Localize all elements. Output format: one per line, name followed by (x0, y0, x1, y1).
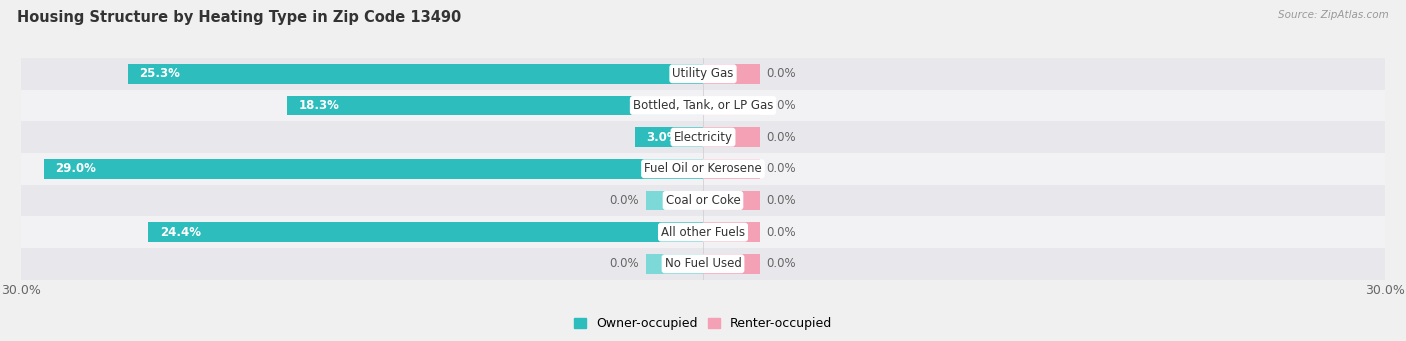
Bar (647, 191, 703, 210)
Text: 3.0%: 3.0% (647, 131, 679, 144)
Bar (636, 127, 703, 147)
Bar (149, 222, 703, 242)
Text: No Fuel Used: No Fuel Used (665, 257, 741, 270)
Text: 0.0%: 0.0% (610, 257, 640, 270)
Bar (21, 153, 1385, 184)
Bar (21, 90, 1385, 121)
Bar (44, 159, 703, 179)
Text: 0.0%: 0.0% (766, 194, 796, 207)
Bar (703, 191, 759, 210)
Text: 0.0%: 0.0% (766, 162, 796, 175)
Text: Housing Structure by Heating Type in Zip Code 13490: Housing Structure by Heating Type in Zip… (17, 10, 461, 25)
Bar (128, 64, 703, 84)
Text: 0.0%: 0.0% (766, 226, 796, 239)
Bar (703, 254, 759, 273)
Text: Source: ZipAtlas.com: Source: ZipAtlas.com (1278, 10, 1389, 20)
Bar (21, 121, 1385, 153)
Text: 0.0%: 0.0% (766, 131, 796, 144)
Bar (21, 248, 1385, 280)
Text: 29.0%: 29.0% (55, 162, 96, 175)
Bar (703, 222, 759, 242)
Text: 0.0%: 0.0% (766, 67, 796, 80)
Bar (21, 184, 1385, 216)
Text: 24.4%: 24.4% (160, 226, 201, 239)
Bar (703, 96, 759, 115)
Text: All other Fuels: All other Fuels (661, 226, 745, 239)
Bar (21, 58, 1385, 90)
Text: Utility Gas: Utility Gas (672, 67, 734, 80)
Text: Fuel Oil or Kerosene: Fuel Oil or Kerosene (644, 162, 762, 175)
Text: 0.0%: 0.0% (766, 257, 796, 270)
Text: 0.0%: 0.0% (766, 99, 796, 112)
Text: 18.3%: 18.3% (298, 99, 339, 112)
Text: Electricity: Electricity (673, 131, 733, 144)
Text: 25.3%: 25.3% (139, 67, 180, 80)
Text: Bottled, Tank, or LP Gas: Bottled, Tank, or LP Gas (633, 99, 773, 112)
Bar (703, 64, 759, 84)
Bar (703, 127, 759, 147)
Bar (287, 96, 703, 115)
Bar (21, 216, 1385, 248)
Text: 0.0%: 0.0% (610, 194, 640, 207)
Bar (647, 254, 703, 273)
Bar (703, 159, 759, 179)
Text: Coal or Coke: Coal or Coke (665, 194, 741, 207)
Legend: Owner-occupied, Renter-occupied: Owner-occupied, Renter-occupied (568, 312, 838, 336)
